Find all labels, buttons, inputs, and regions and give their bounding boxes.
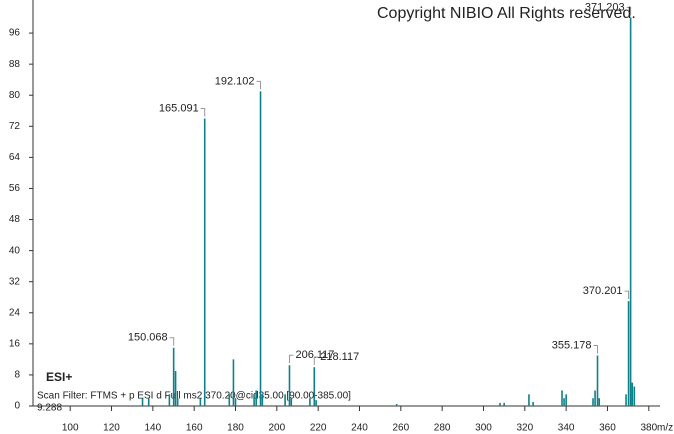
peak-label: 165.091 [159,102,199,114]
y-tick-label: 40 [9,245,21,256]
y-tick-label: 64 [9,152,21,163]
x-tick-label: 140 [145,423,162,434]
peak-label: 355.178 [552,339,592,351]
y-tick-label: 80 [9,90,21,101]
label-bracket [169,337,175,346]
peak-label: 150.068 [128,332,168,344]
peak-label: 218.117 [320,351,359,363]
y-tick-label: 24 [9,307,21,318]
label-bracket [288,354,294,364]
peak-label: 371.203 [585,1,625,13]
y-tick-label: 88 [9,59,21,70]
x-tick-label: 120 [103,423,120,434]
label-bracket [256,80,262,90]
label-bracket [593,345,599,354]
y-tick-label: 16 [9,338,21,349]
retention-time: 9.288 [37,403,62,414]
label-bracket [200,108,206,117]
ionization: ESI+ [46,370,72,384]
y-tick-label: 96 [9,28,21,39]
x-tick-label: 300 [475,423,492,434]
x-tick-label: 260 [392,423,409,434]
x-tick-label: 200 [268,423,285,434]
x-tick-label: 240 [351,423,368,434]
x-tick-label: 220 [310,423,327,434]
scan-filter: Scan Filter: FTMS + p ESI d Full ms2 370… [37,391,351,402]
peak-label: 206.117 [295,349,334,361]
y-tick-label: 32 [9,276,21,287]
x-tick-label: 320 [516,423,533,434]
x-tick-label: 100 [62,423,79,434]
peak-label: 192.102 [215,75,255,87]
label-bracket [624,290,630,300]
y-tick-label: 0 [14,401,20,412]
label-bracket [626,7,632,16]
x-tick-label: 380 [640,423,657,434]
y-tick-label: 48 [9,214,21,225]
label-bracket [313,356,319,366]
y-tick-label: 8 [14,370,20,381]
x-tick-label: 160 [186,423,203,434]
x-tick-label: 340 [558,423,575,434]
y-tick-label: 56 [9,183,21,194]
chart-title: Copyright NIBIO All Rights reserved. [377,5,636,22]
peak-label: 370.201 [583,285,623,297]
x-axis-label: m/z [657,423,673,434]
x-tick-label: 360 [599,423,616,434]
y-tick-label: 72 [9,121,21,132]
x-tick-label: 180 [227,423,244,434]
x-tick-label: 280 [434,423,451,434]
